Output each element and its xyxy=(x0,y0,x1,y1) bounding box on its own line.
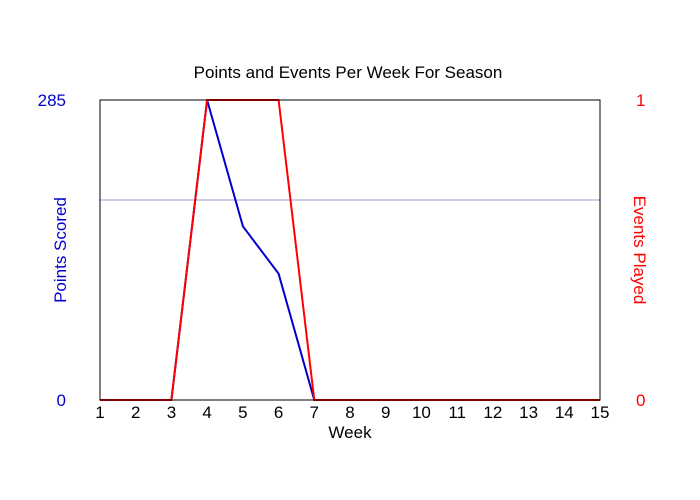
x-tick-label: 14 xyxy=(555,403,574,422)
x-tick-label: 15 xyxy=(591,403,610,422)
x-tick-label: 7 xyxy=(310,403,319,422)
x-tick-label: 12 xyxy=(483,403,502,422)
left-y-axis: 0 285 xyxy=(38,91,66,410)
right-y-axis: 01 xyxy=(636,91,645,410)
plot-area xyxy=(100,99,600,401)
right-y-axis-label: Events Played xyxy=(630,196,649,305)
chart-title: Points and Events Per Week For Season xyxy=(194,63,503,82)
x-tick-label: 11 xyxy=(448,403,466,422)
x-tick-label: 13 xyxy=(519,403,538,422)
series-line-events-played xyxy=(100,99,600,401)
x-tick-label: 6 xyxy=(274,403,283,422)
x-tick-label: 1 xyxy=(95,403,104,422)
x-tick-label: 10 xyxy=(412,403,431,422)
x-axis-label: Week xyxy=(328,423,372,442)
x-tick-label: 9 xyxy=(381,403,390,422)
x-axis-ticks: 1 2 3 4 5 6 7 8 9 10 11 12 13 14 15 xyxy=(95,403,609,422)
left-y-axis-label: Points Scored xyxy=(51,197,70,303)
series-line-points-scored xyxy=(100,99,600,401)
x-tick-label: 8 xyxy=(345,403,354,422)
left-y-tick-label: 285 xyxy=(38,91,66,110)
x-tick-label: 2 xyxy=(131,403,140,422)
plot-frame xyxy=(99,99,601,401)
left-y-tick-label: 0 xyxy=(57,391,66,410)
x-tick-label: 3 xyxy=(167,403,176,422)
x-tick-label: 5 xyxy=(238,403,247,422)
right-y-tick-label: 0 xyxy=(636,391,645,410)
x-tick-label: 4 xyxy=(202,403,211,422)
right-y-tick-label: 1 xyxy=(636,91,645,110)
